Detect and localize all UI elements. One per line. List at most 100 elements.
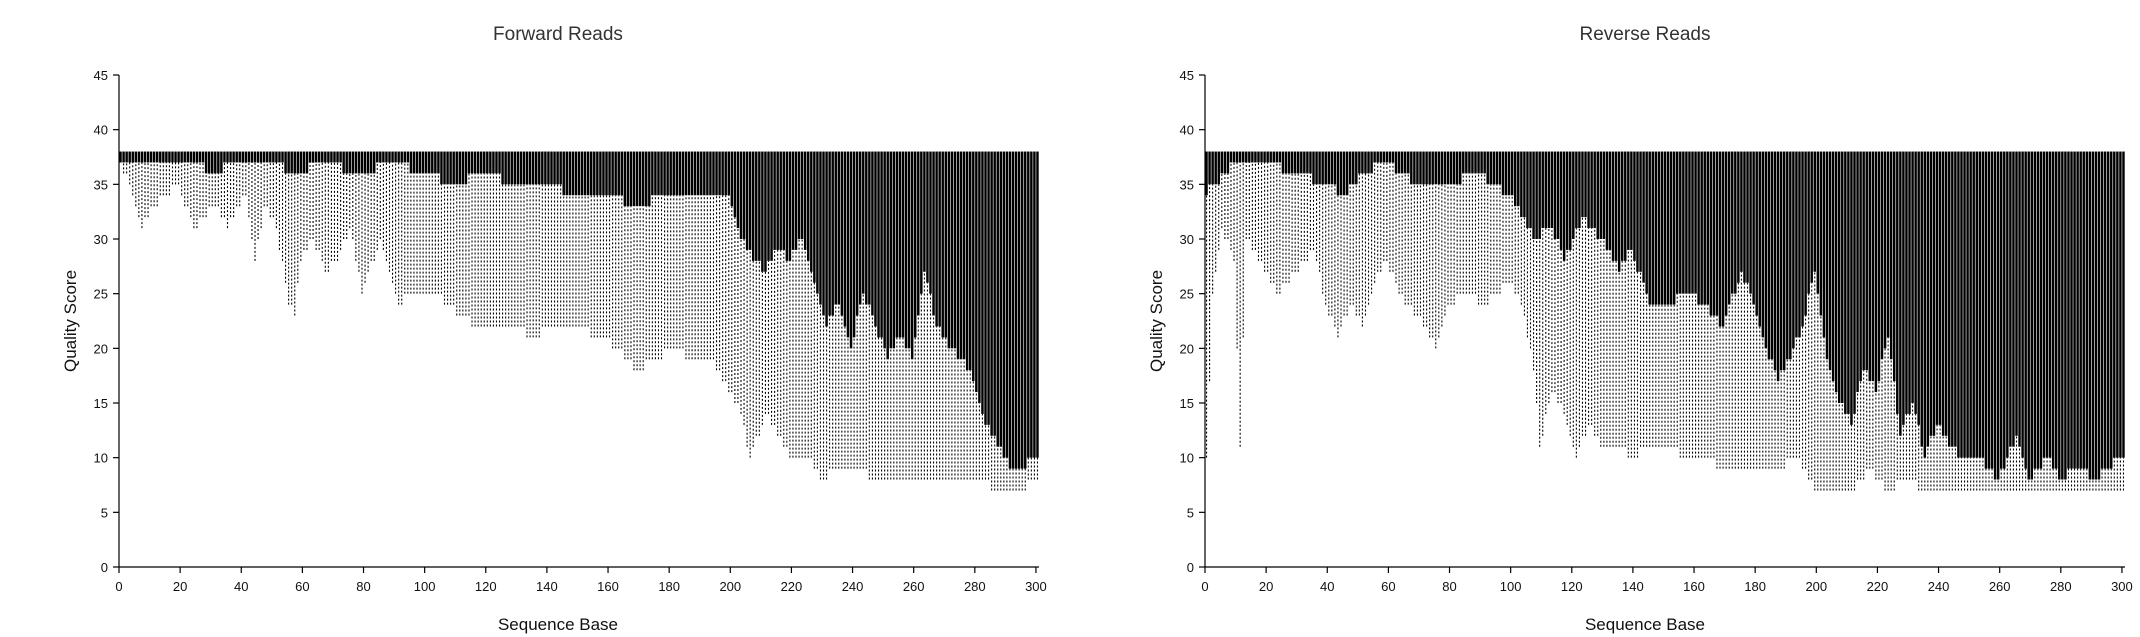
box [1856,151,1859,393]
box [1235,151,1239,163]
box [186,151,189,163]
x-tick-label: 240 [1928,579,1950,594]
box [880,151,883,338]
box [1731,151,1734,294]
box [1394,151,1398,174]
box [2070,151,2073,469]
box [486,151,489,174]
reverse-reads-panel: Reverse Reads 0 5 10 15 20 25 30 35 40 45 0 20 40 60 8… [1147,24,2133,634]
box [1312,151,1315,185]
box [1639,151,1642,272]
y-tick-label: 15 [94,396,108,411]
box [1654,151,1658,305]
box [663,151,666,196]
box [345,151,348,174]
box [1455,151,1459,185]
box [617,151,620,196]
box [1752,151,1755,305]
box [516,151,520,185]
box [886,151,889,360]
box [1492,151,1496,185]
box [2015,151,2018,436]
x-tick-label: 80 [356,579,370,594]
box [214,151,217,174]
box [149,151,153,163]
box [1036,151,1039,458]
box [770,151,773,261]
y-tick-label: 15 [1180,396,1194,411]
box [580,151,584,196]
box [293,151,296,174]
box [913,151,917,338]
box [1434,151,1437,185]
box [333,151,336,163]
box [1465,151,1468,174]
box [1737,151,1740,283]
box [125,151,128,163]
x-tick-label: 100 [414,579,436,594]
box [1205,151,1208,196]
box [1770,151,1774,360]
box [1293,151,1297,174]
box [235,151,238,163]
box [1682,151,1685,294]
box [446,151,449,185]
box [565,151,568,196]
box [1929,151,1933,436]
box [229,151,232,163]
box [1837,151,1841,403]
box [140,151,144,163]
box [275,151,278,163]
box [1981,151,1985,458]
box [2088,151,2092,480]
box [1727,151,1731,305]
box [1027,151,1030,458]
box [2027,151,2030,480]
box [1254,151,1257,163]
box [241,151,245,163]
box [1954,151,1957,447]
box [1908,151,1911,414]
box [1538,151,1541,239]
box [764,151,767,272]
box [1400,151,1404,174]
box [1572,151,1575,239]
box [2103,151,2107,469]
box [128,151,131,163]
box [1642,151,1645,283]
box [1336,151,1340,196]
box [220,151,223,174]
box [1220,151,1224,174]
box [1510,151,1514,196]
box [1587,151,1590,229]
box [2048,151,2052,458]
box [1620,151,1624,261]
box [2079,151,2082,469]
box [586,151,590,196]
box [654,151,657,196]
box [693,151,697,196]
box [1364,151,1367,174]
box [1660,151,1664,305]
box [403,151,407,163]
box [1217,151,1220,185]
x-tick-label: 0 [1201,579,1208,594]
x-tick-label: 20 [1259,579,1273,594]
box [2094,151,2098,480]
box [862,151,865,294]
box [1712,151,1716,316]
box [1825,151,1829,360]
box [244,151,248,163]
box [874,151,877,327]
box [324,151,327,163]
y-tick-label: 20 [94,341,108,356]
box [1462,151,1465,174]
box [119,151,122,163]
box [1556,151,1560,239]
box [1339,151,1343,196]
y-tick-label: 5 [1187,505,1194,520]
box [1458,151,1462,185]
box [1449,151,1453,185]
box [1391,151,1395,163]
box [428,151,431,174]
